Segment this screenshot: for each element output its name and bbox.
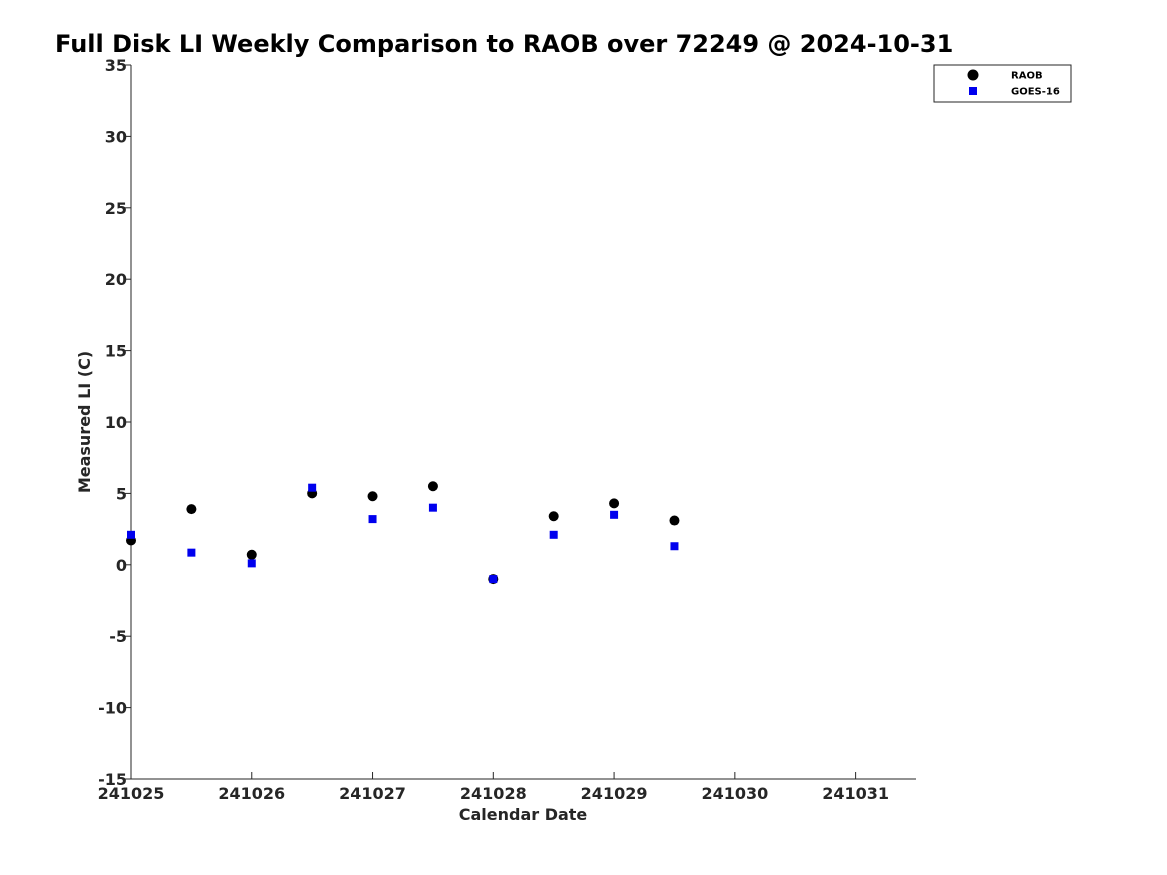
raob-point xyxy=(548,511,559,522)
goes-16-point xyxy=(308,483,317,492)
y-tick-label: 15 xyxy=(105,342,127,361)
goes-16-point xyxy=(368,515,377,524)
goes-16-point xyxy=(187,548,196,557)
plot-area xyxy=(130,65,916,780)
x-tick-label: 241031 xyxy=(822,784,889,803)
y-tick-label: 30 xyxy=(105,127,127,146)
raob-point xyxy=(609,498,620,509)
goes-16-point xyxy=(549,530,558,539)
series-goes-16 xyxy=(127,483,679,584)
y-axis-label: Measured LI (C) xyxy=(75,351,94,493)
y-tick-label: -10 xyxy=(98,699,127,718)
raob-point xyxy=(246,549,257,560)
y-tick-label: 20 xyxy=(105,270,127,289)
goes-16-point xyxy=(127,530,135,539)
y-tick-label: 5 xyxy=(116,484,127,503)
x-axis-label: Calendar Date xyxy=(459,805,588,824)
y-tick-label: 25 xyxy=(105,199,127,218)
raob-point xyxy=(427,481,438,492)
raob-point xyxy=(669,515,680,526)
goes-16-point xyxy=(489,575,498,584)
series-layer xyxy=(126,481,680,585)
y-tick-label: -15 xyxy=(98,770,127,789)
series-raob xyxy=(126,481,680,585)
legend-marker-raob xyxy=(967,69,979,81)
x-tick-label: 241029 xyxy=(581,784,648,803)
legend: RAOB GOES-16 xyxy=(933,64,1072,103)
y-tick-label: 10 xyxy=(105,413,127,432)
x-tick-label: 241025 xyxy=(98,784,165,803)
goes-16-point xyxy=(247,559,256,568)
x-tick-label: 241027 xyxy=(339,784,406,803)
x-tick-label: 241030 xyxy=(701,784,768,803)
y-tick-label: -5 xyxy=(109,627,127,646)
legend-box xyxy=(933,64,1072,103)
x-tick-label: 241026 xyxy=(218,784,285,803)
x-tick-label: 241028 xyxy=(460,784,527,803)
y-axis-ticks: 35 30 25 20 15 10 5 0 -5 -10 -15 xyxy=(98,56,131,789)
raob-point xyxy=(186,504,197,515)
goes-16-point xyxy=(670,542,679,551)
raob-point xyxy=(367,491,378,502)
x-axis-ticks: 241025 241026 241027 241028 241029 241030 2410… xyxy=(98,772,889,803)
legend-label: GOES-16 xyxy=(1011,87,1060,98)
legend-label: RAOB xyxy=(1011,71,1043,82)
y-tick-label: 35 xyxy=(105,56,127,75)
goes-16-point xyxy=(610,510,619,519)
goes-16-point xyxy=(428,503,437,512)
legend-marker-goes-16 xyxy=(969,87,977,95)
chart-title: Full Disk LI Weekly Comparison to RAOB o… xyxy=(55,30,953,58)
y-tick-label: 0 xyxy=(116,556,127,575)
